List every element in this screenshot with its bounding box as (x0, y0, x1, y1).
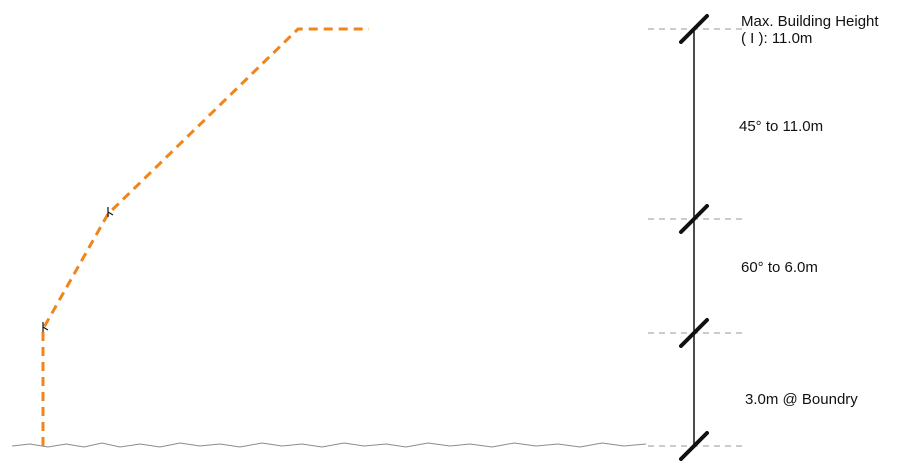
envelope-break-marker-upper (107, 207, 114, 217)
dimension-tick-max-height (679, 14, 709, 44)
boundary-height-label: 3.0m @ Boundry (745, 391, 858, 408)
angle-45-label: 45° to 11.0m (739, 118, 824, 135)
envelope-break-marker-lower (42, 322, 49, 332)
dimension-tick-6m (679, 204, 709, 234)
ground-line (11, 442, 647, 448)
max-building-height-label: Max. Building Height ( I ): 11.0m (741, 13, 879, 47)
angle-60-label: 60° to 6.0m (741, 259, 818, 276)
dimension-tick-3m (679, 318, 709, 348)
building-envelope-outline (41, 27, 369, 446)
max-height-label-line2: ( I ): 11.0m (741, 30, 813, 47)
max-height-label-line1: Max. Building Height (741, 13, 879, 30)
dimension-tick-ground (679, 431, 709, 461)
